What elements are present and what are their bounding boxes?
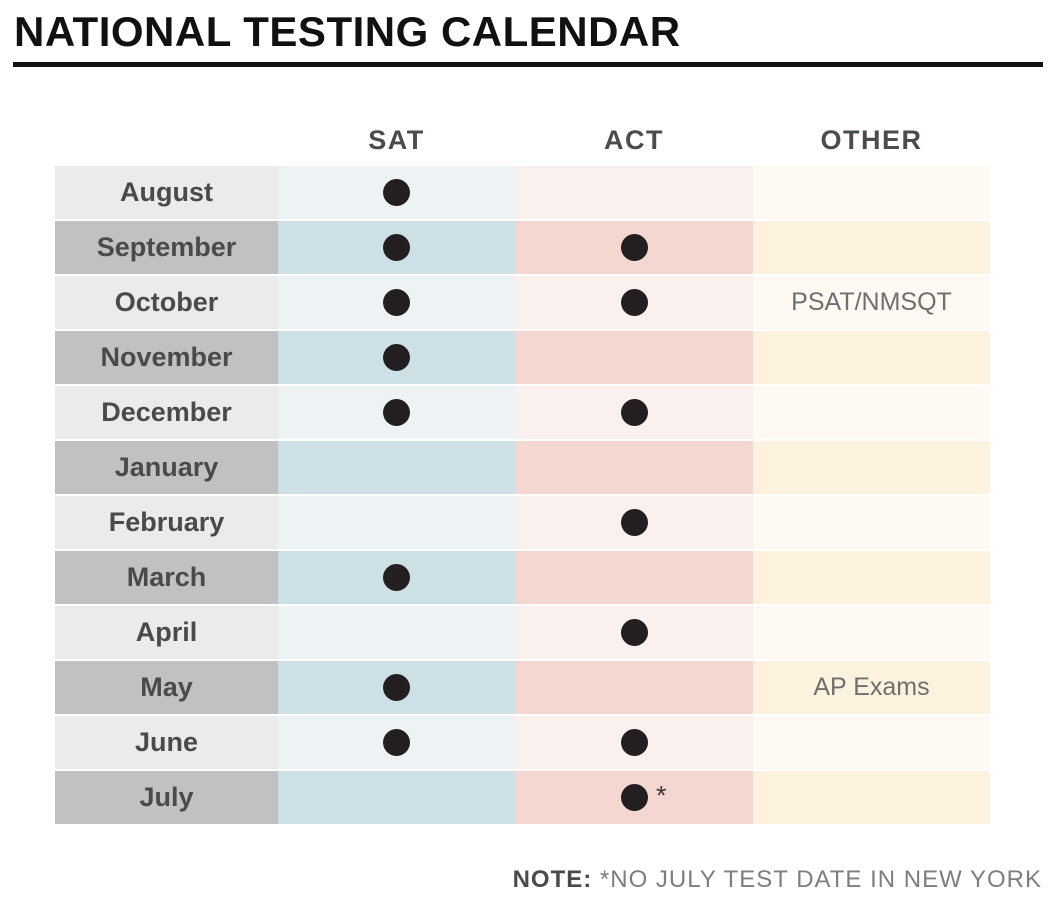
sat-cell: [278, 771, 515, 825]
act-cell: [515, 386, 753, 440]
month-label: December: [55, 386, 278, 440]
asterisk-marker: *: [656, 780, 667, 811]
other-cell: [753, 716, 990, 770]
table-body: August September October PSAT/NMSQT November…: [55, 166, 990, 827]
table-row: February: [55, 496, 990, 552]
test-date-dot: [383, 344, 410, 372]
sat-cell: [278, 496, 515, 550]
act-cell: [515, 496, 753, 550]
sat-cell: [278, 276, 515, 330]
other-cell: AP Exams: [753, 661, 990, 715]
column-header-act: ACT: [604, 124, 664, 155]
test-date-dot: [383, 564, 410, 592]
month-label: March: [55, 551, 278, 605]
month-label: June: [55, 716, 278, 770]
table-row: August: [55, 166, 990, 222]
month-label: February: [55, 496, 278, 550]
table-row: December: [55, 386, 990, 442]
table-row: July *: [55, 771, 990, 827]
other-cell: [753, 771, 990, 825]
act-cell: [515, 661, 753, 715]
act-cell: [515, 551, 753, 605]
other-cell: [753, 386, 990, 440]
test-date-dot: [620, 619, 648, 647]
table-row: April: [55, 606, 990, 662]
act-cell: [515, 331, 753, 385]
title-rule: [13, 62, 1043, 68]
test-date-dot: [383, 289, 410, 317]
sat-cell: [278, 551, 515, 605]
sat-cell: [278, 386, 515, 440]
act-cell: [515, 276, 753, 330]
other-cell: [753, 606, 990, 660]
note-text: *NO JULY TEST DATE IN NEW YORK: [599, 866, 1042, 894]
test-date-dot: [383, 674, 410, 702]
column-header-other: OTHER: [820, 124, 923, 155]
test-date-dot: [383, 179, 410, 207]
table-row: March: [55, 551, 990, 607]
other-cell: [753, 331, 990, 385]
act-cell: *: [515, 771, 753, 825]
act-cell: [515, 166, 753, 220]
act-cell: [515, 221, 753, 275]
month-label: May: [55, 661, 278, 715]
other-cell: [753, 441, 990, 495]
act-cell: [515, 716, 753, 770]
act-cell: [515, 606, 753, 660]
other-cell: [753, 166, 990, 220]
other-cell: PSAT/NMSQT: [753, 276, 990, 330]
test-date-dot: [620, 729, 648, 757]
test-date-dot: [620, 234, 648, 262]
test-date-dot: [383, 399, 410, 427]
column-header-sat: SAT: [368, 124, 425, 155]
month-label: September: [55, 221, 278, 275]
month-label: August: [55, 166, 278, 220]
month-label: January: [55, 441, 278, 495]
month-label: July: [55, 771, 278, 825]
note-label: NOTE:: [512, 866, 593, 894]
sat-cell: [278, 221, 515, 275]
page-title: NATIONAL TESTING CALENDAR: [14, 8, 681, 55]
test-date-dot: [620, 784, 648, 812]
testing-calendar-table: SAT ACT OTHER August September October PSAT…: [55, 114, 990, 827]
table-row: October PSAT/NMSQT: [55, 276, 990, 332]
table-row: September: [55, 221, 990, 277]
other-cell: [753, 551, 990, 605]
test-date-dot: [620, 509, 648, 537]
sat-cell: [278, 166, 515, 220]
table-header-row: SAT ACT OTHER: [55, 114, 990, 166]
test-date-dot: [620, 289, 648, 317]
month-label: October: [55, 276, 278, 330]
test-date-dot: [620, 399, 648, 427]
month-label: April: [55, 606, 278, 660]
act-cell: [515, 441, 753, 495]
other-cell: [753, 221, 990, 275]
test-date-dot: [383, 729, 410, 757]
sat-cell: [278, 716, 515, 770]
test-date-dot: [383, 234, 410, 262]
table-row: June: [55, 716, 990, 772]
table-row: May AP Exams: [55, 661, 990, 717]
sat-cell: [278, 606, 515, 660]
month-label: November: [55, 331, 278, 385]
sat-cell: [278, 441, 515, 495]
other-cell: [753, 496, 990, 550]
page: NATIONAL TESTING CALENDAR SAT ACT OTHER …: [0, 8, 1056, 914]
footnote: NOTE: *NO JULY TEST DATE IN NEW YORK: [0, 866, 1056, 894]
table-row: January: [55, 441, 990, 497]
sat-cell: [278, 661, 515, 715]
table-row: November: [55, 331, 990, 387]
sat-cell: [278, 331, 515, 385]
